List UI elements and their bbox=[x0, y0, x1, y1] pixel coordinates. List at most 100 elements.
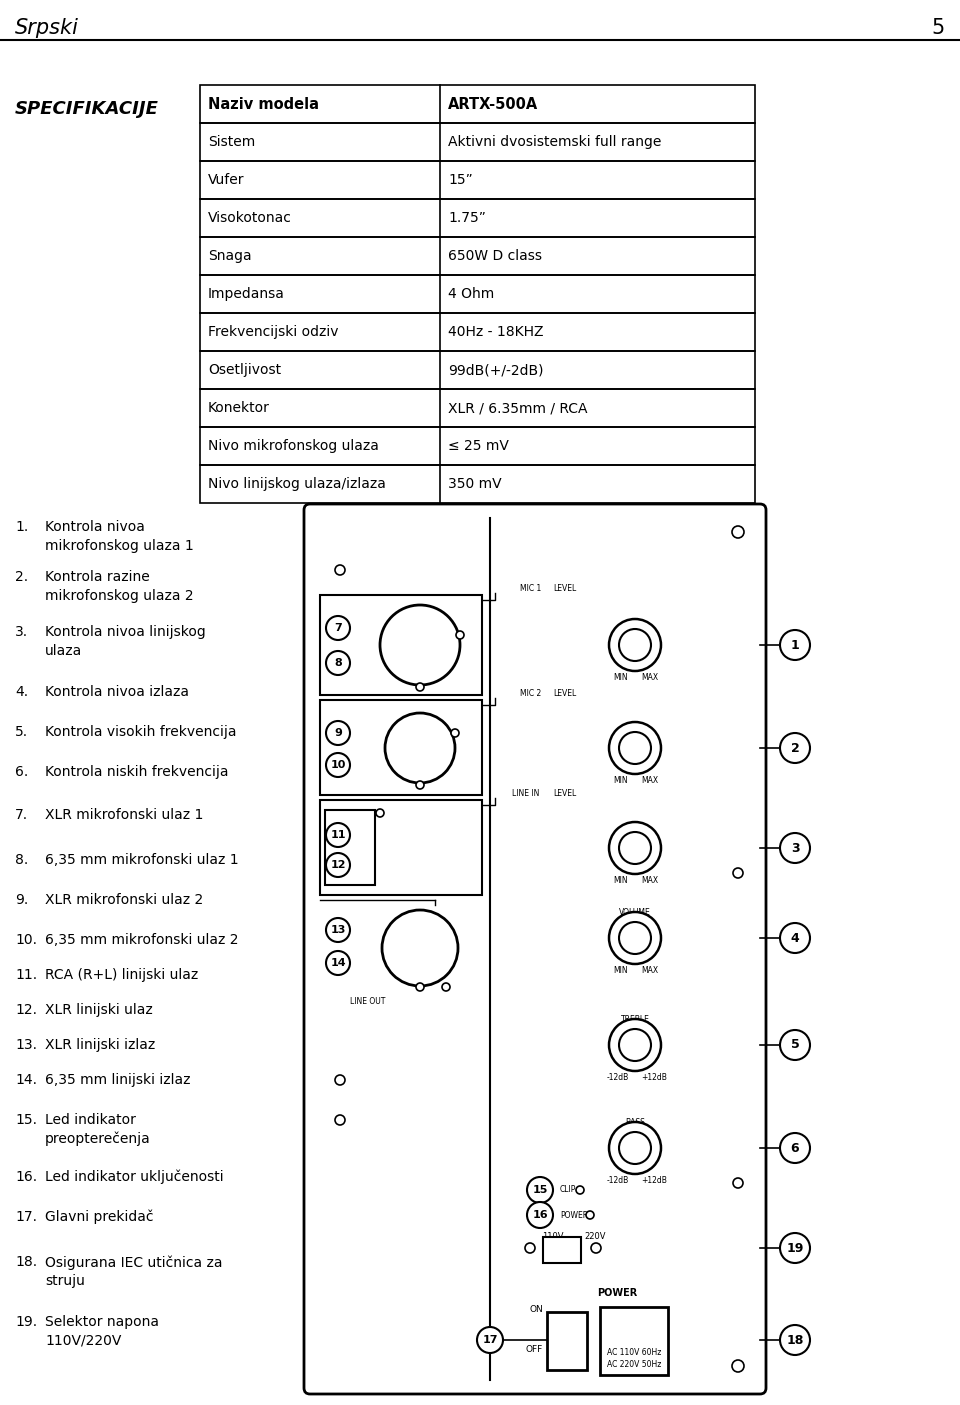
Text: +12dB: +12dB bbox=[641, 1176, 667, 1184]
Text: 5: 5 bbox=[791, 1038, 800, 1051]
Circle shape bbox=[609, 912, 661, 964]
Bar bbox=[325, 811, 375, 885]
Text: 9: 9 bbox=[334, 728, 342, 738]
Text: 13.: 13. bbox=[15, 1038, 37, 1052]
Bar bbox=[200, 351, 755, 389]
Text: 17.: 17. bbox=[15, 1210, 37, 1224]
Text: Led indikator: Led indikator bbox=[45, 1113, 136, 1127]
Text: 1: 1 bbox=[791, 638, 800, 652]
Circle shape bbox=[609, 620, 661, 672]
Text: struju: struju bbox=[45, 1274, 84, 1288]
Circle shape bbox=[380, 606, 460, 686]
Circle shape bbox=[732, 1360, 744, 1373]
Text: 6.: 6. bbox=[15, 764, 28, 778]
Bar bbox=[320, 594, 482, 695]
Circle shape bbox=[416, 781, 424, 790]
Text: 6: 6 bbox=[791, 1141, 800, 1155]
Text: VOLUME: VOLUME bbox=[619, 908, 651, 917]
Text: ulaza: ulaza bbox=[45, 643, 83, 658]
Circle shape bbox=[451, 729, 459, 738]
Circle shape bbox=[527, 1203, 553, 1228]
Text: MIC 2: MIC 2 bbox=[520, 688, 541, 698]
Bar bbox=[200, 313, 755, 351]
Circle shape bbox=[619, 922, 651, 954]
Text: ≤ 25 mV: ≤ 25 mV bbox=[448, 438, 509, 452]
Text: 16.: 16. bbox=[15, 1170, 37, 1184]
Text: Kontrola nivoa linijskog: Kontrola nivoa linijskog bbox=[45, 625, 205, 639]
Text: 650W D class: 650W D class bbox=[448, 249, 542, 263]
Text: 11: 11 bbox=[330, 830, 346, 840]
Text: mikrofonskog ulaza 2: mikrofonskog ulaza 2 bbox=[45, 589, 194, 603]
Text: Kontrola nivoa izlaza: Kontrola nivoa izlaza bbox=[45, 686, 189, 700]
Circle shape bbox=[780, 923, 810, 953]
Text: 99dB(+/-2dB): 99dB(+/-2dB) bbox=[448, 362, 543, 377]
Text: MIC 1: MIC 1 bbox=[520, 584, 541, 593]
Text: MAX: MAX bbox=[641, 875, 659, 885]
FancyBboxPatch shape bbox=[304, 504, 766, 1394]
Text: TREBLE: TREBLE bbox=[620, 1014, 649, 1024]
Text: Frekvencijski odziv: Frekvencijski odziv bbox=[208, 325, 339, 339]
Text: Led indikator uključenosti: Led indikator uključenosti bbox=[45, 1170, 224, 1184]
Circle shape bbox=[586, 1211, 594, 1220]
Text: Vufer: Vufer bbox=[208, 173, 245, 187]
Text: 2: 2 bbox=[791, 742, 800, 754]
Text: 110V/220V: 110V/220V bbox=[45, 1333, 121, 1347]
Text: BASS: BASS bbox=[625, 1118, 645, 1127]
Text: Glavni prekidač: Glavni prekidač bbox=[45, 1210, 154, 1225]
Text: Aktivni dvosistemski full range: Aktivni dvosistemski full range bbox=[448, 135, 661, 149]
Text: MAX: MAX bbox=[641, 776, 659, 785]
Bar bbox=[200, 389, 755, 427]
Text: AC 220V 50Hz: AC 220V 50Hz bbox=[607, 1360, 661, 1368]
Text: Snaga: Snaga bbox=[208, 249, 252, 263]
Circle shape bbox=[326, 615, 350, 641]
Text: ON: ON bbox=[529, 1305, 543, 1314]
Text: 17: 17 bbox=[482, 1335, 497, 1345]
Circle shape bbox=[326, 721, 350, 745]
Text: 14: 14 bbox=[330, 958, 346, 968]
Bar bbox=[200, 124, 755, 162]
Text: Srpski: Srpski bbox=[15, 18, 79, 38]
Circle shape bbox=[416, 983, 424, 991]
Text: POWER: POWER bbox=[597, 1288, 637, 1298]
Text: MIN: MIN bbox=[613, 776, 628, 785]
Circle shape bbox=[619, 832, 651, 864]
Text: 2.: 2. bbox=[15, 570, 28, 584]
Circle shape bbox=[326, 753, 350, 777]
Text: 12: 12 bbox=[330, 860, 346, 870]
Text: LINE IN: LINE IN bbox=[512, 790, 540, 798]
Circle shape bbox=[609, 1123, 661, 1175]
Text: +12dB: +12dB bbox=[641, 1073, 667, 1082]
Circle shape bbox=[780, 1234, 810, 1263]
Text: Kontrola niskih frekvencija: Kontrola niskih frekvencija bbox=[45, 764, 228, 778]
Text: Osetljivost: Osetljivost bbox=[208, 362, 281, 377]
Text: 9.: 9. bbox=[15, 894, 28, 908]
Text: 4: 4 bbox=[791, 932, 800, 944]
Text: Osigurana IEC utičnica za: Osigurana IEC utičnica za bbox=[45, 1255, 223, 1270]
Text: Sistem: Sistem bbox=[208, 135, 255, 149]
Bar bbox=[200, 162, 755, 200]
Bar bbox=[547, 1312, 587, 1370]
Text: 8: 8 bbox=[334, 658, 342, 667]
Text: RCA (R+L) linijski ulaz: RCA (R+L) linijski ulaz bbox=[45, 968, 199, 982]
Circle shape bbox=[527, 1177, 553, 1203]
Text: Konektor: Konektor bbox=[208, 400, 270, 414]
Text: -12dB: -12dB bbox=[607, 1073, 629, 1082]
Circle shape bbox=[780, 629, 810, 660]
Text: 4 Ohm: 4 Ohm bbox=[448, 287, 494, 301]
Circle shape bbox=[385, 712, 455, 783]
Circle shape bbox=[335, 565, 345, 575]
Text: XLR / 6.35mm / RCA: XLR / 6.35mm / RCA bbox=[448, 400, 588, 414]
Text: 15”: 15” bbox=[448, 173, 472, 187]
Circle shape bbox=[376, 809, 384, 816]
Circle shape bbox=[609, 822, 661, 874]
Circle shape bbox=[780, 1030, 810, 1059]
Text: Nivo mikrofonskog ulaza: Nivo mikrofonskog ulaza bbox=[208, 438, 379, 452]
Circle shape bbox=[326, 823, 350, 847]
Bar bbox=[200, 275, 755, 313]
Text: 8.: 8. bbox=[15, 853, 28, 867]
Circle shape bbox=[609, 1019, 661, 1071]
Text: LINE OUT: LINE OUT bbox=[350, 998, 385, 1006]
Text: 16: 16 bbox=[532, 1210, 548, 1220]
Circle shape bbox=[576, 1186, 584, 1194]
Text: LEVEL: LEVEL bbox=[553, 688, 576, 698]
